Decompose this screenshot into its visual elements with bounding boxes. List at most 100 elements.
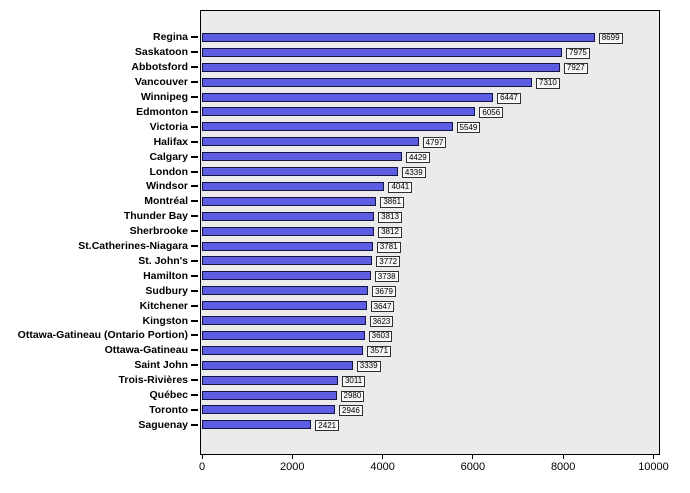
category-axis-tick (191, 274, 198, 277)
x-axis-tick-label: 10000 (638, 461, 669, 473)
category-axis-tick (191, 81, 198, 84)
category-label: Toronto (149, 403, 188, 416)
bar-value-label: 3861 (380, 196, 405, 208)
bar-value-label: 3647 (370, 301, 395, 313)
bar (202, 62, 560, 72)
bar-row: Winnipeg 6447 (0, 90, 690, 105)
category-label: Montréal (144, 195, 188, 208)
bar-row: Victoria 5549 (0, 119, 690, 134)
bar-row: St.Catherines-Niagara 3781 (0, 239, 690, 254)
bar-row: Trois-Rivières 3011 (0, 373, 690, 388)
bar-row: Saint John 3339 (0, 358, 690, 373)
bar-row: Vancouver 7310 (0, 75, 690, 90)
bar-row: Abbotsford 7927 (0, 60, 690, 75)
x-axis-tick (652, 454, 654, 459)
bar (202, 405, 335, 415)
x-axis-tick (291, 454, 293, 459)
bar-value-label: 3781 (376, 241, 401, 253)
category-label: Vancouver (134, 76, 188, 89)
bar-row: London 4339 (0, 164, 690, 179)
bar-row: Calgary 4429 (0, 149, 690, 164)
bar (202, 107, 476, 117)
bar (202, 211, 375, 221)
bar-value-label: 7927 (563, 62, 588, 74)
bar-row: Toronto 2946 (0, 403, 690, 418)
bar-value-label: 2980 (340, 390, 365, 402)
bar-value-label: 3011 (341, 375, 366, 387)
bar (202, 196, 377, 206)
category-axis-tick (191, 334, 198, 337)
bar (202, 152, 402, 162)
bar (202, 286, 369, 296)
category-axis-tick (191, 245, 198, 248)
bar (202, 360, 353, 370)
category-axis-tick (191, 125, 198, 128)
category-axis-tick (191, 155, 198, 158)
category-label: Halifax (153, 135, 188, 148)
bar (202, 256, 373, 266)
bar-value-label: 3772 (376, 256, 401, 268)
category-label: Winnipeg (140, 91, 188, 104)
bar-row: Edmonton 6056 (0, 105, 690, 120)
bar-row: Sudbury 3679 (0, 283, 690, 298)
bar (202, 345, 364, 355)
bar-row: Regina 8699 (0, 30, 690, 45)
bar (202, 167, 398, 177)
bar (202, 226, 375, 236)
category-label: Trois-Rivières (118, 374, 188, 387)
bar (202, 390, 337, 400)
bar (202, 375, 338, 385)
bar (202, 330, 365, 340)
bar-value-label: 3571 (367, 345, 392, 357)
bar-value-label: 3812 (378, 226, 402, 238)
category-axis-tick (191, 408, 198, 411)
category-label: Sudbury (145, 284, 188, 297)
bar-value-label: 4429 (405, 152, 430, 164)
category-label: St. John's (138, 254, 188, 267)
category-axis-tick (191, 96, 198, 99)
bar-row: Montréal 3861 (0, 194, 690, 209)
category-axis-tick (191, 140, 198, 143)
bar-row: Kingston 3623 (0, 313, 690, 328)
bar (202, 271, 371, 281)
category-label: Windsor (146, 180, 188, 193)
x-axis-tick-label: 0 (198, 461, 206, 473)
category-label: London (149, 165, 188, 178)
category-label: Saguenay (138, 418, 188, 431)
bar-row: Thunder Bay 3813 (0, 209, 690, 224)
bar-row: Ottawa-Gatineau (Ontario Portion) 3603 (0, 328, 690, 343)
bar-value-label: 8699 (598, 32, 623, 44)
bar-value-label: 3603 (368, 330, 393, 342)
category-axis-tick (191, 394, 198, 397)
category-label: Saskatoon (134, 46, 188, 59)
x-axis-tick-label: 4000 (370, 461, 395, 473)
bar (202, 316, 366, 326)
bar-row: Sherbrooke 3812 (0, 224, 690, 239)
bar (202, 181, 385, 191)
category-label: Québec (149, 389, 188, 402)
category-label: Thunder Bay (123, 210, 188, 223)
category-axis-tick (191, 349, 198, 352)
category-label: Regina (152, 31, 188, 44)
bar (202, 77, 533, 87)
bar-row: Saguenay 2421 (0, 417, 690, 432)
category-axis-tick (191, 51, 198, 54)
bar-value-label: 4041 (388, 181, 413, 193)
bar-value-label: 3813 (378, 211, 402, 223)
bar-value-label: 3679 (372, 286, 396, 298)
bar-row: Kitchener 3647 (0, 298, 690, 313)
category-label: Kitchener (139, 299, 188, 312)
bar-row: Québec 2980 (0, 388, 690, 403)
category-axis-tick (191, 379, 198, 382)
bar-value-label: 6056 (479, 107, 504, 119)
x-axis-tick-label: 8000 (550, 461, 576, 473)
bar (202, 301, 367, 311)
x-axis-tick-label: 2000 (280, 461, 305, 473)
category-axis-tick (191, 259, 198, 262)
bar-value-label: 6447 (497, 92, 521, 104)
category-axis-tick (191, 215, 198, 218)
bar-row: Saskatoon 7975 (0, 45, 690, 60)
category-axis-tick (191, 423, 198, 426)
category-label: Saint John (134, 359, 188, 372)
